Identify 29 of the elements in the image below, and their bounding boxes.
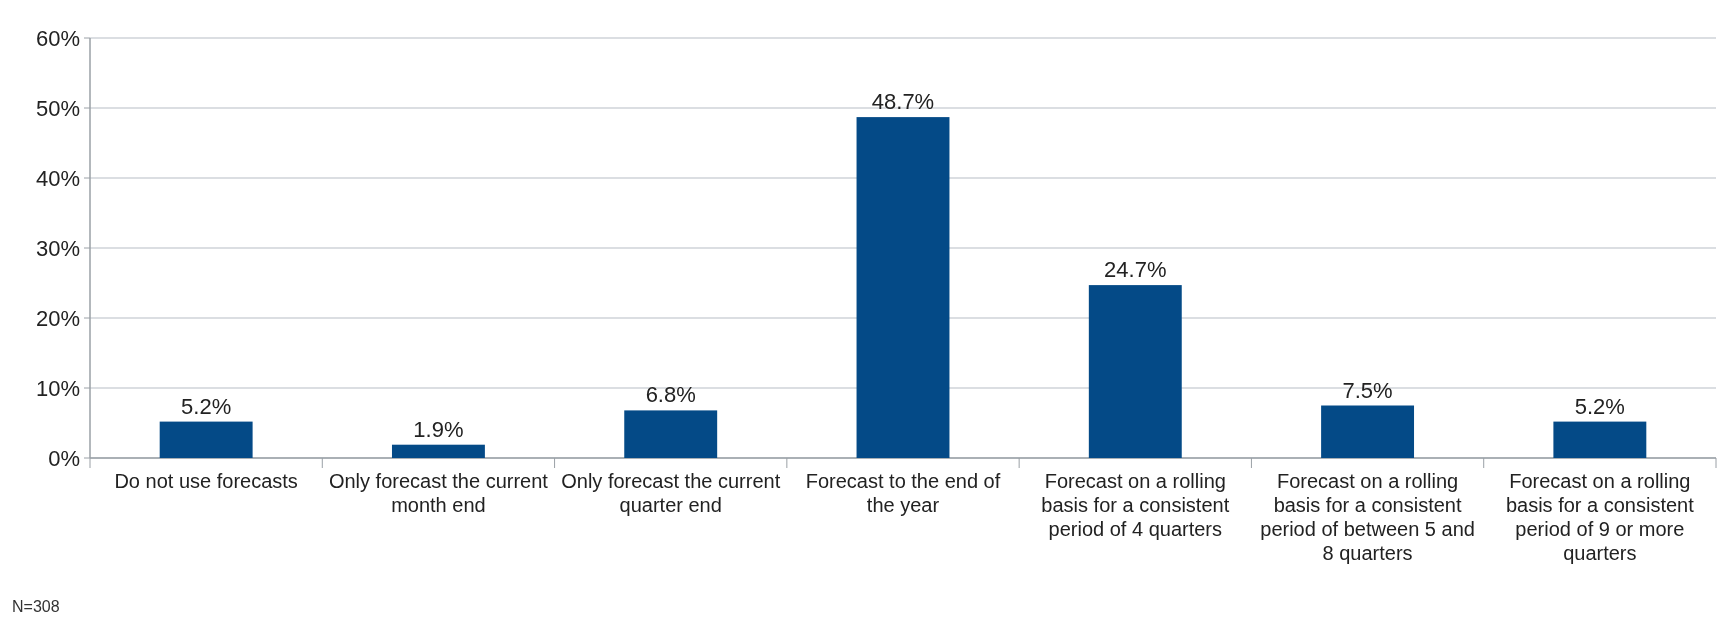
x-tick-label: Forecast on a rolling basis for a consistent period of 9 or more quarters: [1505, 470, 1695, 564]
text: N=308: [12, 598, 60, 615]
data-label: 24.7%: [1104, 257, 1167, 283]
x-tick-label: Forecast on a rolling basis for a consistent period of between 5 and 8 quarters: [1260, 470, 1475, 564]
y-tick-label: 50%: [35, 95, 80, 121]
x-tick-label: Only forecast the current quarter end: [561, 470, 781, 516]
bar: [1553, 421, 1647, 458]
y-tick-label: 10%: [35, 375, 80, 401]
x-tick-label: Forecast to the end of the year: [805, 470, 1001, 516]
data-label: 48.7%: [871, 89, 935, 115]
bar: [1321, 405, 1415, 458]
bar: [856, 117, 950, 458]
data-label: 5.2%: [1574, 393, 1625, 419]
data-label: 7.5%: [1342, 377, 1393, 403]
data-label: 5.2%: [181, 393, 232, 419]
x-tick-label: Forecast on a rolling basis for a consistent period of 4 quarters: [1041, 470, 1230, 540]
bar: [391, 444, 485, 458]
y-tick-label: 30%: [35, 235, 80, 261]
bar: [624, 410, 718, 458]
x-tick-label: Do not use forecasts: [114, 470, 298, 492]
bar: [1088, 285, 1182, 458]
x-tick-label: Only forecast the current month end: [328, 470, 549, 516]
y-tick-label: 0%: [48, 445, 80, 471]
bar: [159, 421, 253, 458]
data-label: 6.8%: [645, 382, 696, 408]
y-tick-label: 20%: [35, 305, 80, 331]
y-tick-label: 40%: [35, 165, 80, 191]
y-tick-label: 60%: [35, 25, 80, 51]
data-label: 1.9%: [413, 416, 464, 442]
